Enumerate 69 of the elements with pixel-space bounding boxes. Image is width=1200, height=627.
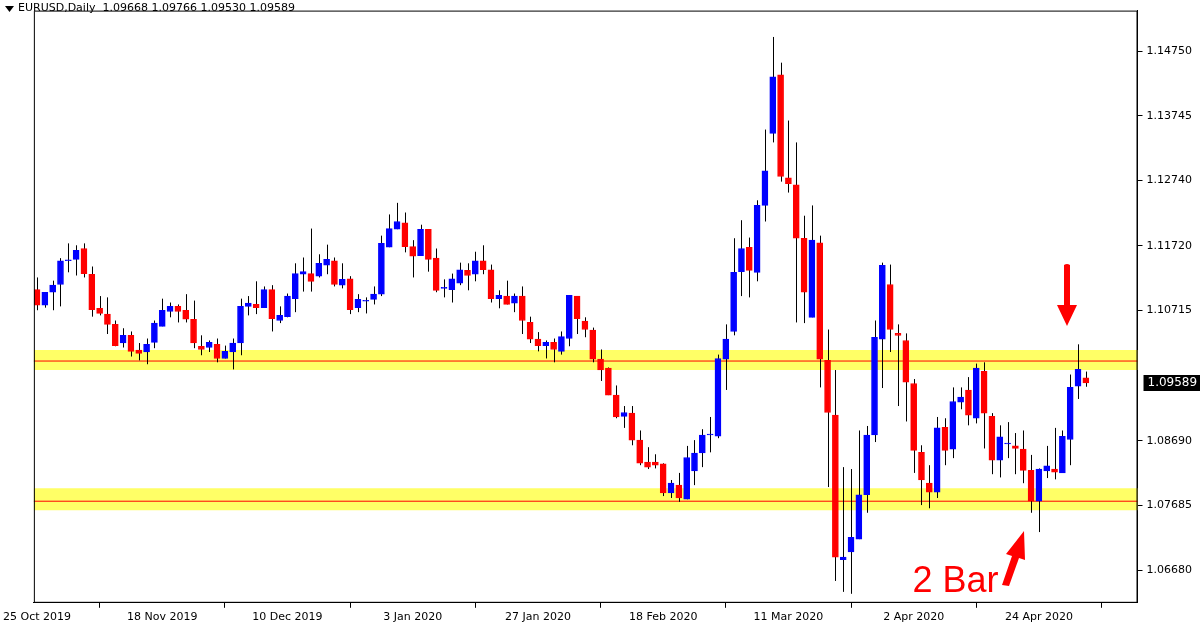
candlestick — [315, 253, 323, 278]
candlestick — [299, 257, 307, 293]
x-tick-label: 18 Feb 2020 — [628, 610, 698, 624]
x-tick-label: 10 Dec 2019 — [252, 610, 323, 624]
candlestick — [965, 376, 972, 426]
candlestick — [49, 280, 56, 311]
candlestick — [182, 293, 190, 323]
candlestick — [245, 295, 252, 316]
candlestick — [691, 439, 698, 486]
y-tick-label: 1.12740 — [1146, 173, 1193, 187]
candlestick — [472, 251, 479, 282]
candlestick — [331, 257, 338, 287]
candlestick — [104, 296, 111, 335]
candlestick — [370, 285, 377, 305]
candlestick — [1004, 421, 1011, 459]
annotation: 2 Bar — [912, 558, 999, 600]
y-tick-label: 1.11720 — [1146, 238, 1193, 252]
candlestick — [1051, 427, 1058, 480]
candlestick — [620, 405, 628, 429]
candlestick — [996, 424, 1004, 478]
candlestick — [323, 244, 330, 275]
candlestick — [96, 295, 103, 316]
candlestick — [385, 213, 393, 248]
y-tick-label: 1.14750 — [1146, 43, 1193, 57]
candlestick — [636, 429, 644, 466]
candlestick — [64, 242, 72, 273]
x-tick-label: 11 Mar 2020 — [753, 610, 824, 624]
x-tick-label: 27 Jan 2020 — [504, 610, 571, 624]
y-tick-label: 1.13745 — [1146, 108, 1193, 122]
candlestick — [198, 334, 205, 356]
candlestick — [151, 320, 158, 349]
candlestick — [612, 384, 620, 419]
candlestick — [706, 416, 714, 453]
candlestick — [558, 330, 565, 356]
y-tick-label: 1.10715 — [1146, 303, 1193, 317]
x-tick-label: 25 Oct 2019 — [2, 610, 72, 624]
candlestick — [456, 262, 463, 286]
candlestick — [111, 320, 119, 347]
candlestick — [722, 323, 730, 391]
candlestick — [393, 202, 401, 230]
candlestick — [511, 293, 518, 313]
candlestick — [143, 338, 150, 365]
candlestick — [495, 289, 503, 309]
candlestick — [229, 338, 237, 370]
candlestick — [338, 262, 346, 289]
x-tick-label: 18 Nov 2019 — [127, 610, 198, 624]
y-tick-label: 1.08690 — [1146, 433, 1193, 447]
candlestick — [190, 300, 197, 349]
candlestick — [745, 237, 753, 298]
candlestick — [158, 298, 166, 327]
candlestick — [291, 262, 299, 313]
x-tick-label: 24 Apr 2020 — [1004, 610, 1073, 624]
candlestick — [698, 428, 706, 468]
candlestick — [1019, 429, 1027, 484]
candlestick — [307, 228, 315, 293]
text: 1.09589 — [1147, 375, 1198, 390]
candlestick — [957, 386, 964, 410]
chart-title: EURUSD,Daily 1.09668 1.09766 1.09530 1.09589 — [18, 1, 295, 14]
candlestick — [464, 262, 471, 291]
candlestick — [542, 339, 550, 359]
x-tick-label: 3 Jan 2020 — [383, 610, 443, 624]
y-tick-label: 1.07685 — [1146, 498, 1193, 512]
candlestick — [785, 120, 792, 194]
candlestick — [409, 239, 417, 278]
x-tick-label: 2 Apr 2020 — [883, 610, 945, 624]
y-tick-label: 1.06680 — [1146, 562, 1193, 576]
candlestick — [57, 257, 64, 307]
candlestick — [738, 219, 745, 297]
candlestick — [518, 285, 526, 335]
